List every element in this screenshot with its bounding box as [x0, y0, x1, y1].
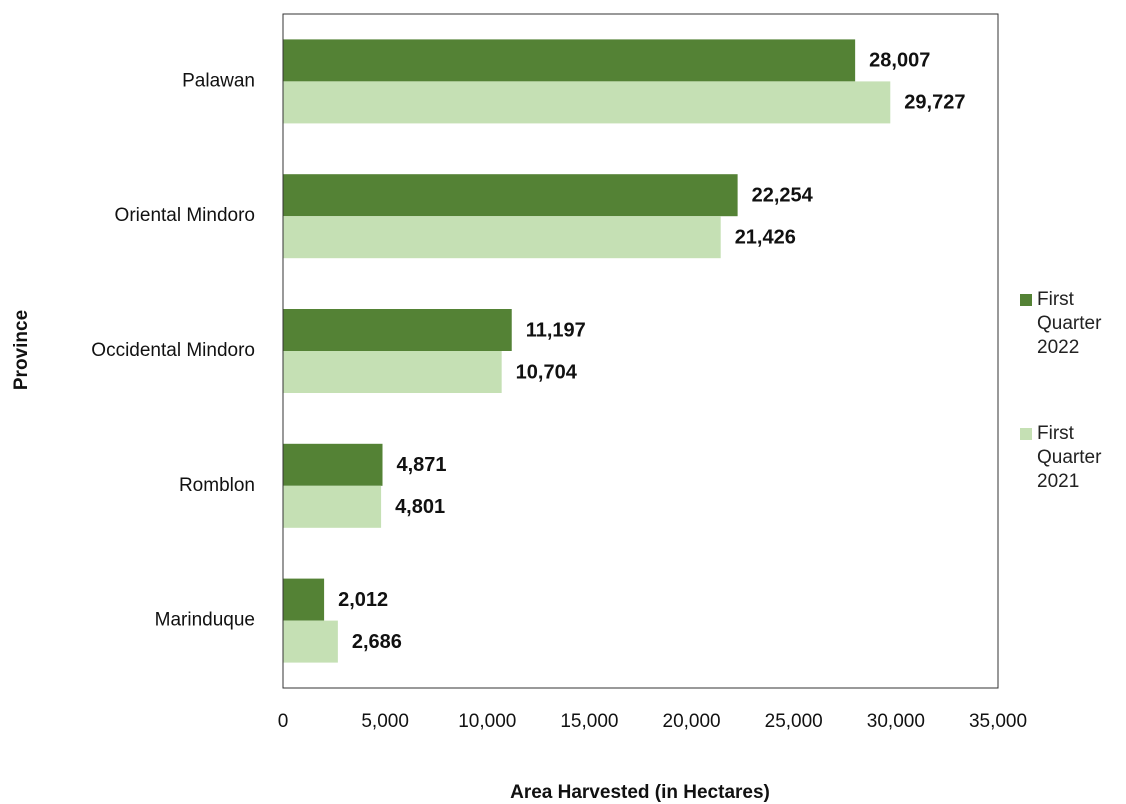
data-label: 22,254: [752, 184, 814, 206]
bar: [283, 39, 856, 82]
bar: [283, 174, 738, 217]
y-tick-label: Marinduque: [155, 610, 255, 631]
data-label: 28,007: [869, 50, 930, 72]
data-label: 21,426: [735, 226, 796, 248]
data-label: 2,012: [338, 589, 388, 611]
x-tick-label: 20,000: [663, 711, 721, 732]
legend-swatch: [1020, 428, 1032, 440]
legend-swatch: [1020, 294, 1032, 306]
x-tick-label: 15,000: [560, 711, 618, 732]
x-tick-label: 30,000: [867, 711, 925, 732]
y-tick-label: Palawan: [182, 70, 255, 91]
data-label: 29,727: [904, 92, 965, 114]
plot-border: [282, 13, 999, 689]
y-axis-label: Province: [11, 310, 32, 390]
x-tick-label: 35,000: [969, 711, 1027, 732]
data-label: 10,704: [516, 361, 578, 383]
bar: [283, 485, 382, 528]
bar: [283, 216, 721, 259]
bar: [283, 309, 512, 351]
y-tick-label: Romblon: [179, 475, 255, 496]
x-tick-label: 0: [278, 711, 289, 732]
data-label: 4,871: [397, 454, 447, 476]
data-label: 11,197: [526, 319, 586, 341]
legend-label: First Quarter 2021: [1037, 423, 1102, 492]
bar: [283, 81, 891, 124]
x-axis-label: Area Harvested (in Hectares): [510, 782, 770, 803]
data-label: 2,686: [352, 631, 402, 653]
bar: [283, 578, 325, 621]
data-label: 4,801: [395, 496, 445, 518]
bar: [283, 351, 502, 393]
bar: [283, 620, 338, 663]
y-tick-label: Occidental Mindoro: [91, 340, 255, 361]
y-tick-label: Oriental Mindoro: [115, 205, 255, 226]
bar: [283, 443, 383, 486]
x-tick-label: 10,000: [458, 711, 516, 732]
legend-label: First Quarter 2022: [1037, 289, 1102, 358]
x-tick-label: 5,000: [361, 711, 409, 732]
x-tick-label: 25,000: [765, 711, 823, 732]
